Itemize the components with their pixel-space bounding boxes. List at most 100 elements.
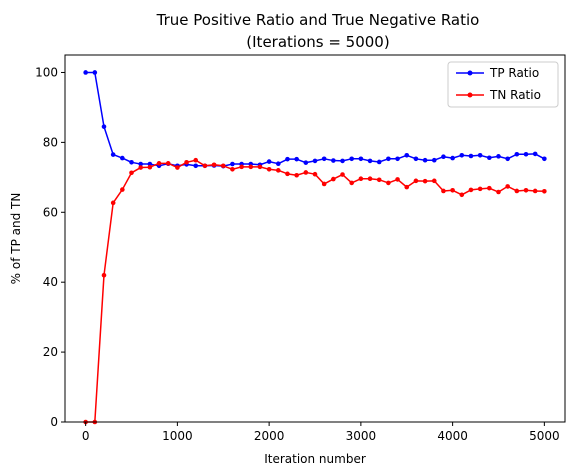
legend-tp-label: TP Ratio (489, 66, 539, 80)
x-tick-label: 3000 (346, 429, 377, 443)
tn-data-point (165, 161, 171, 166)
tp-data-point (266, 159, 272, 164)
tn-data-point (477, 186, 483, 192)
tn-data-point (413, 178, 419, 184)
tn-data-point (120, 187, 125, 192)
tp-data-point (303, 160, 309, 165)
tn-data-point (340, 172, 345, 177)
tn-data-point (266, 166, 272, 172)
tn-data-point (294, 172, 299, 178)
legend-tn-marker (467, 92, 473, 98)
tp-data-point (413, 156, 419, 162)
tn-data-point (321, 181, 327, 187)
y-tick-label: 60 (43, 205, 58, 219)
tp-data-point (276, 161, 281, 166)
tn-data-point (431, 178, 437, 184)
tp-data-point (321, 156, 327, 162)
tn-data-point (156, 161, 162, 166)
tn-data-point (312, 171, 318, 177)
tp-data-point (294, 156, 299, 162)
legend-tp-marker (467, 70, 473, 76)
legend: TP Ratio TN Ratio (447, 61, 559, 108)
tp-data-point (496, 154, 501, 159)
tn-data-point (129, 170, 134, 176)
tp-data-point (367, 158, 373, 164)
tp-data-point (431, 157, 437, 163)
tp-data-point (395, 156, 400, 162)
tp-data-point (358, 156, 364, 162)
tp-data-point (230, 161, 235, 167)
tp-data-point (441, 154, 446, 160)
chart-subtitle: (Iterations = 5000) (246, 33, 389, 51)
y-tick-label: 40 (43, 275, 58, 289)
tn-data-point (138, 165, 143, 170)
tn-data-point (441, 188, 446, 194)
tn-data-point (468, 187, 474, 193)
tn-data-point (230, 166, 235, 172)
tn-data-point (376, 177, 382, 183)
tp-data-point (450, 155, 455, 161)
y-tick-label: 20 (43, 345, 58, 359)
tn-data-point (459, 192, 465, 198)
tn-data-point (404, 184, 410, 190)
legend-tn-label: TN Ratio (489, 88, 541, 102)
tp-data-point (193, 163, 199, 169)
tp-data-point (422, 157, 428, 163)
x-axis-label: Iteration number (264, 452, 366, 466)
x-tick-label: 4000 (437, 429, 468, 443)
tp-data-point (542, 156, 547, 162)
tp-data-point (487, 155, 492, 161)
tn-data-point (386, 180, 391, 186)
tp-data-point (523, 151, 529, 157)
tp-data-point (505, 156, 510, 162)
tp-data-point (340, 158, 345, 164)
tp-data-point (83, 70, 88, 75)
tn-data-point (211, 162, 217, 168)
tp-data-point (404, 153, 410, 158)
tn-data-point (523, 187, 529, 193)
tn-data-point (248, 164, 254, 170)
x-tick-label: 2000 (254, 429, 285, 443)
tp-data-point (468, 153, 474, 159)
tp-data-point (147, 161, 153, 167)
y-axis-label: % of TP and TN (9, 193, 23, 285)
tn-data-point (532, 188, 538, 194)
tp-data-point (101, 124, 107, 129)
tn-data-point (349, 180, 355, 186)
tp-data-point (92, 70, 98, 75)
tn-data-point (257, 164, 263, 170)
plot-area (83, 70, 547, 425)
x-tick-label: 5000 (529, 429, 560, 443)
tn-data-point (514, 188, 520, 194)
tn-data-point (496, 189, 501, 195)
tp-data-point (129, 160, 134, 165)
x-tick-label: 1000 (162, 429, 193, 443)
tp-data-point (532, 151, 538, 157)
tp-data-point (386, 156, 391, 162)
tn-data-point (110, 200, 116, 206)
tn-data-point (175, 165, 180, 170)
tp-data-point (514, 151, 520, 157)
tp-data-point (349, 156, 355, 162)
tn-data-point (358, 176, 364, 182)
tn-data-point (331, 176, 336, 182)
tn-data-point (395, 177, 400, 182)
tn-data-point (220, 163, 226, 169)
chart-title: True Positive Ratio and True Negative Ra… (156, 11, 480, 29)
tn-data-point (450, 187, 455, 193)
y-axis: 0 20 40 60 80 100 (35, 65, 65, 429)
y-tick-label: 80 (43, 135, 58, 149)
tn-data-point (285, 171, 290, 177)
tn-data-point (422, 178, 428, 184)
tp-data-point (110, 152, 116, 157)
tn-data-point (147, 164, 153, 170)
tp-data-point (285, 156, 290, 162)
tp-data-point (138, 161, 143, 167)
plot-frame (64, 54, 566, 423)
x-tick-label: 0 (82, 429, 90, 443)
y-tick-label: 100 (35, 65, 58, 79)
tp-data-point (459, 153, 465, 158)
tn-data-point (367, 176, 373, 182)
tp-data-point (376, 159, 382, 165)
